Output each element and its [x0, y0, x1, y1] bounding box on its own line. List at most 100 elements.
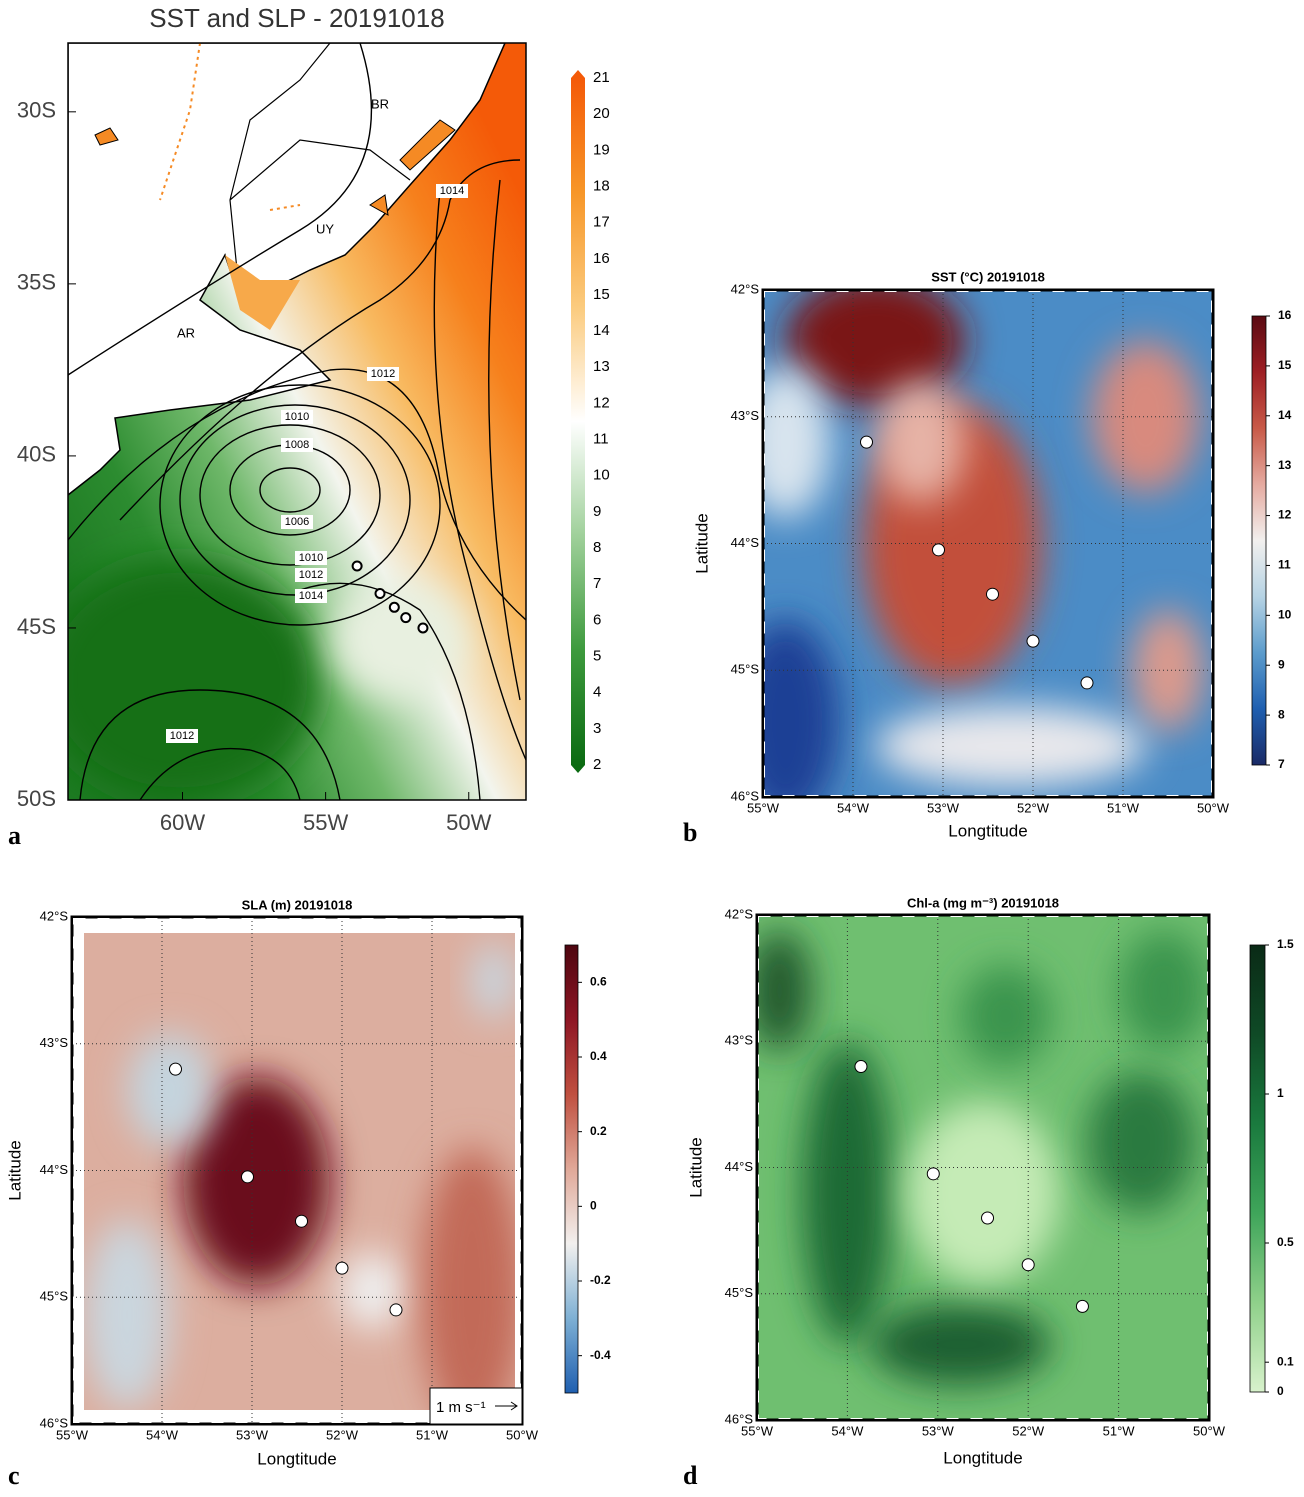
y-tick-label: 46°S [40, 1415, 69, 1430]
colorbar-tick-label: 4 [593, 684, 601, 701]
x-tick-label: 60W [160, 810, 205, 835]
colorbar-tick-label: -0.4 [590, 1348, 611, 1362]
colorbar [571, 78, 585, 765]
x-tick-label: 53°W [922, 1423, 955, 1438]
colorbar [1249, 944, 1266, 1393]
contour-label: 1012 [299, 569, 323, 581]
isobar [159, 384, 441, 626]
colorbar-tick-label: 2 [593, 756, 601, 773]
field-blob [84, 1219, 171, 1410]
island [94, 127, 119, 146]
y-tick-label: 35S [17, 270, 56, 295]
colorbar-tick-label: 10 [593, 467, 610, 484]
colorbar-tick-label: 13 [1278, 458, 1292, 472]
plot-frame-inner [758, 916, 1208, 1419]
field-blob [1086, 1071, 1196, 1213]
x-tick-label: 54°W [146, 1427, 179, 1442]
colorbar-tick-label: 7 [1278, 757, 1285, 771]
x-axis-label: Longtitude [948, 821, 1027, 840]
colorbar-tick-label: 15 [1278, 358, 1292, 372]
isobar [433, 189, 526, 761]
isobar [139, 747, 301, 800]
contour-label: 1014 [440, 185, 464, 197]
colorbar-tick-label: 6 [593, 611, 601, 628]
contour-label-group: 1014 [436, 184, 468, 198]
y-tick-label: 44°S [731, 535, 760, 550]
station [351, 560, 363, 572]
colorbar-tick-label: 21 [593, 69, 610, 86]
field-blob [420, 1147, 515, 1410]
y-tick-label: 42°S [731, 281, 760, 296]
field-blob [330, 580, 470, 700]
field-blob [1091, 340, 1200, 493]
station [374, 588, 386, 600]
field-blob [802, 1041, 893, 1345]
contour-label: 1010 [285, 411, 309, 423]
y-tick-label: 43°S [40, 1035, 69, 1050]
x-tick-label: 51°W [1107, 800, 1140, 815]
y-tick-label: 40S [17, 442, 56, 467]
station [169, 1062, 182, 1076]
isobar [119, 159, 521, 521]
y-tick-label: 42°S [40, 908, 69, 923]
chart-title: SST and SLP - 20191018 [149, 3, 444, 33]
contour-label-group: 1010 [295, 551, 327, 565]
contour-label: 1012 [170, 730, 194, 742]
field-blob [763, 619, 840, 797]
region-label: AR [177, 325, 195, 340]
contour-label: 1006 [285, 516, 309, 528]
y-tick-label: 43°S [731, 408, 760, 423]
land [68, 43, 506, 496]
isobar [488, 179, 521, 701]
colorbar-tick-label: 14 [1278, 408, 1292, 422]
station [335, 1261, 349, 1275]
contour-label-group: 1012 [367, 367, 399, 381]
x-tick-label: 52°W [1012, 1423, 1045, 1438]
colorbar-tick-label: 0.2 [590, 1124, 607, 1138]
colorbar-arrow [571, 70, 585, 78]
lagoon [369, 119, 456, 216]
colorbar-tick-label: 7 [593, 575, 601, 592]
colorbar-tick-label: 11 [593, 431, 609, 448]
station [1075, 1299, 1089, 1313]
estuary [225, 255, 300, 330]
field [757, 915, 1209, 1420]
field-blob [757, 930, 812, 1052]
contour-label-bg [281, 515, 313, 529]
river [159, 43, 301, 211]
station [241, 1170, 254, 1184]
colorbar-tick-label: 20 [593, 105, 610, 122]
contour-label-bg [295, 568, 327, 582]
x-tick-label: 52°W [1017, 800, 1050, 815]
isobar [68, 43, 373, 376]
panel-label: a [8, 821, 21, 850]
station [1080, 676, 1094, 690]
x-tick-label: 52°W [326, 1427, 359, 1442]
colorbar-tick-label: 19 [593, 141, 610, 158]
colorbar-tick-label: 0.5 [1277, 1235, 1294, 1249]
region-label: UY [316, 221, 334, 236]
field [763, 290, 1213, 797]
field-blob [785, 290, 966, 407]
y-tick-label: 45°S [725, 1285, 754, 1300]
colorbar-tick-label: 0 [1277, 1384, 1284, 1398]
isobar [199, 424, 381, 566]
contour-label-group: 1008 [281, 438, 313, 452]
contour-label-bg [281, 438, 313, 452]
contour-label-bg [295, 589, 327, 603]
x-tick-label: 55W [303, 810, 348, 835]
field-blob [960, 965, 1051, 1067]
y-axis-label: Latitude [686, 1137, 705, 1198]
y-tick-label: 44°S [40, 1162, 69, 1177]
x-tick-label: 51°W [1103, 1423, 1136, 1438]
x-tick-label: 55°W [741, 1423, 774, 1438]
x-axis-label: Longtitude [943, 1448, 1022, 1467]
plot-frame [761, 288, 1215, 799]
field-blob [870, 1303, 1051, 1385]
station [417, 622, 429, 634]
field [84, 933, 515, 1410]
colorbar-tick-label: 0.6 [590, 975, 607, 989]
x-tick-label: 53°W [927, 800, 960, 815]
station [388, 601, 400, 613]
